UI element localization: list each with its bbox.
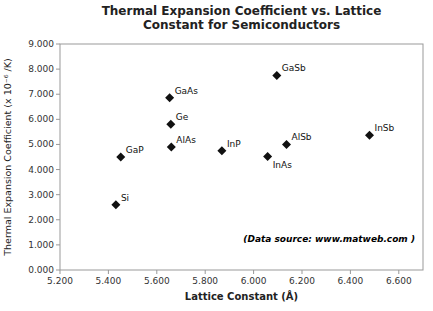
- point: [116, 153, 125, 162]
- points: [111, 71, 374, 209]
- x-tick: [156, 270, 157, 274]
- point: [165, 93, 174, 102]
- point-label: AlSb: [292, 132, 312, 142]
- x-tick-label: 5.800: [192, 276, 218, 286]
- y-tick: [56, 219, 60, 220]
- point-label: InP: [227, 139, 241, 149]
- x-tick-label: 6.400: [338, 276, 364, 286]
- y-tick: [56, 44, 60, 45]
- x-axis-label: Lattice Constant (Å): [185, 290, 298, 302]
- x-tick-label: 5.400: [96, 276, 122, 286]
- point-label: Ge: [176, 112, 189, 122]
- y-tick-label: 9.000: [28, 39, 54, 49]
- x-tick-label: 6.600: [386, 276, 412, 286]
- point: [365, 131, 374, 140]
- y-tick: [56, 119, 60, 120]
- y-tick: [56, 194, 60, 195]
- y-tick: [56, 144, 60, 145]
- x-tick: [350, 270, 351, 274]
- y-tick-label: 6.000: [28, 114, 54, 124]
- annotation: (Data source: www.matweb.com ): [243, 234, 415, 244]
- point-label: GaAs: [175, 86, 199, 96]
- y-tick-label: 1.000: [28, 240, 54, 250]
- point: [263, 152, 272, 161]
- y-tick-label: 2.000: [28, 215, 54, 225]
- y-axis-label: Thermal Expansion Coefficient (x 10⁻⁶ /K…: [2, 58, 13, 256]
- point-label: InSb: [375, 123, 395, 133]
- x-tick: [398, 270, 399, 274]
- point: [166, 120, 175, 129]
- x-tick: [205, 270, 206, 274]
- point-label: Si: [121, 193, 129, 203]
- point-label: GaP: [126, 145, 144, 155]
- x-tick-label: 5.600: [144, 276, 170, 286]
- y-tick: [56, 94, 60, 95]
- chart: Thermal Expansion Coefficient vs. Lattic…: [0, 0, 433, 311]
- point-label: AlAs: [176, 135, 196, 145]
- x-tick: [253, 270, 254, 274]
- y-tick-label: 7.000: [28, 89, 54, 99]
- y-tick: [56, 69, 60, 70]
- point: [217, 146, 226, 155]
- y-tick: [56, 244, 60, 245]
- x-tick-label: 5.200: [47, 276, 73, 286]
- plot-frame: [60, 44, 423, 270]
- y-tick-label: 8.000: [28, 64, 54, 74]
- y-tick-label: 3.000: [28, 190, 54, 200]
- point-label: GaSb: [282, 63, 306, 73]
- x-tick-label: 6.000: [241, 276, 267, 286]
- x-tick: [60, 270, 61, 274]
- x-tick-label: 6.200: [289, 276, 315, 286]
- title: Thermal Expansion Coefficient vs. Lattic…: [102, 4, 382, 32]
- point-label: InAs: [273, 160, 293, 170]
- point: [282, 140, 291, 149]
- y-tick: [56, 169, 60, 170]
- y-tick: [56, 270, 60, 271]
- y-tick-label: 4.000: [28, 165, 54, 175]
- y-tick-label: 5.000: [28, 139, 54, 149]
- point: [111, 200, 120, 209]
- x-tick: [108, 270, 109, 274]
- point: [272, 71, 281, 80]
- y-tick-label: 0.000: [28, 265, 54, 275]
- x-tick: [302, 270, 303, 274]
- point: [167, 142, 176, 151]
